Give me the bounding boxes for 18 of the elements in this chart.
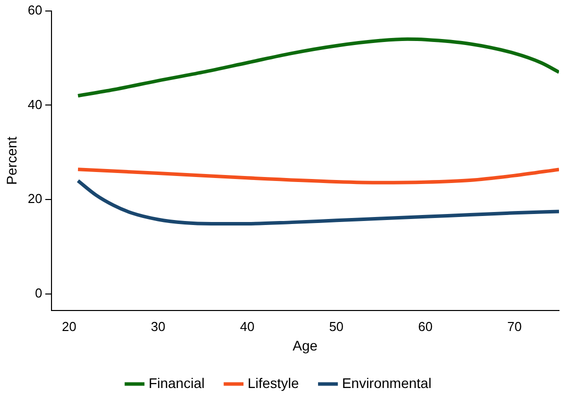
x-tick-label: 20 [62,318,76,334]
x-axis-title: Age [292,337,318,354]
line-series [76,179,559,226]
y-tick-label: 0 [35,286,42,301]
line-series [76,37,559,98]
legend-label: Financial [148,374,205,391]
y-tick-label: 60 [28,2,42,18]
x-tick-label: 50 [329,318,344,334]
x-tick-label: 60 [418,318,433,334]
y-axis-title: Percent [3,136,20,185]
legend-label: Environmental [342,374,432,391]
x-tick-label: 40 [240,318,254,334]
x-tick-label: 30 [150,318,166,334]
line-series [76,168,559,184]
y-tick-label: 40 [28,96,42,112]
y-tick-label: 20 [28,191,42,206]
legend-label: Lifestyle [248,374,300,391]
x-tick-label: 70 [507,318,522,334]
